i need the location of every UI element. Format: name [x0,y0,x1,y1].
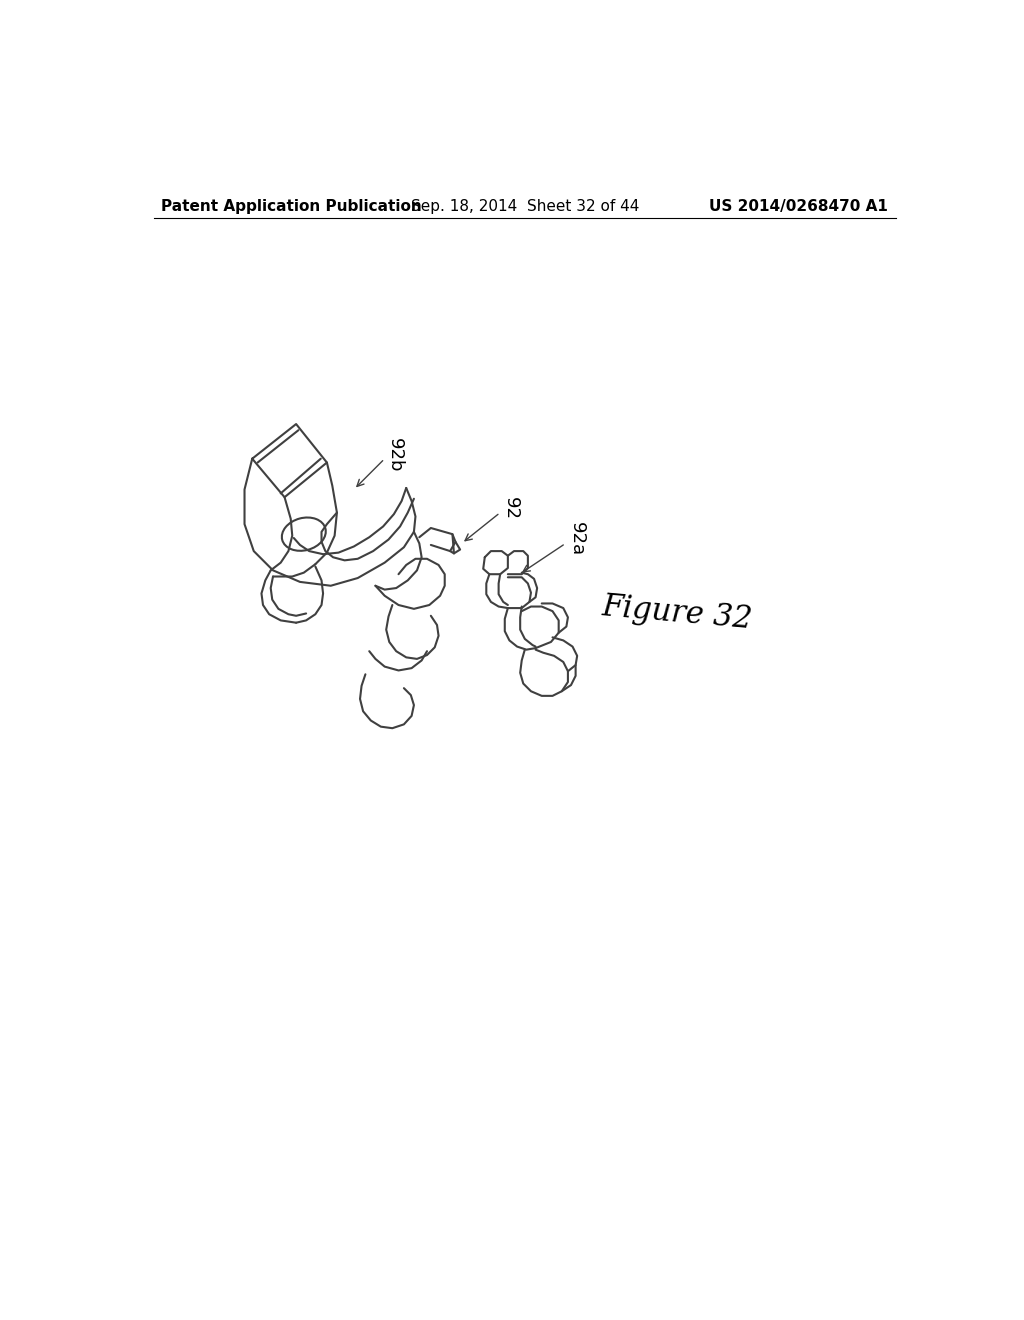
Text: US 2014/0268470 A1: US 2014/0268470 A1 [710,198,888,214]
Text: 92: 92 [502,498,520,520]
Text: Sep. 18, 2014  Sheet 32 of 44: Sep. 18, 2014 Sheet 32 of 44 [411,198,639,214]
Text: Figure 32: Figure 32 [601,590,754,635]
Text: Patent Application Publication: Patent Application Publication [162,198,422,214]
Text: 92a: 92a [568,523,586,557]
Text: 92b: 92b [386,438,404,473]
